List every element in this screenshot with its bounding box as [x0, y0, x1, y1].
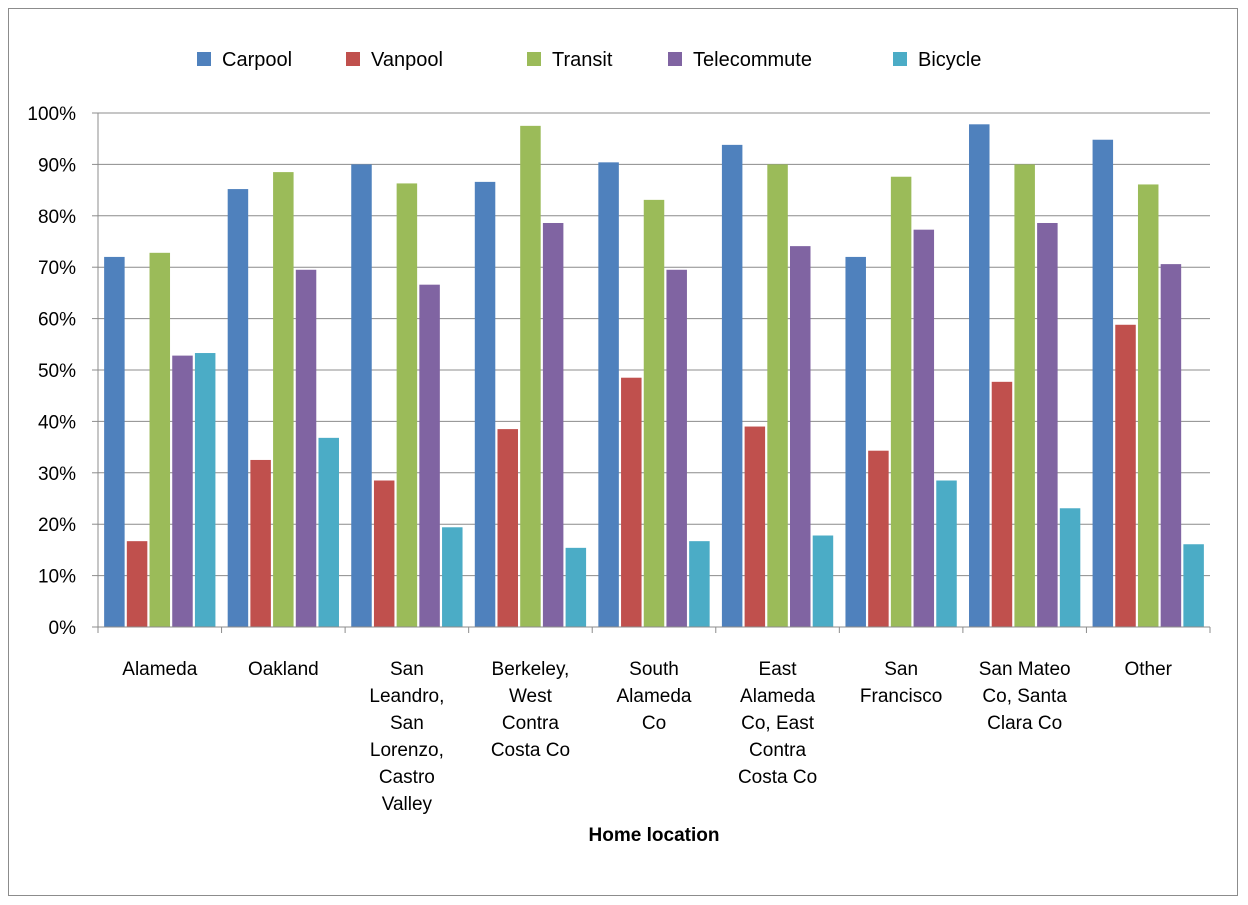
x-category-label: San Francisco: [860, 659, 942, 707]
bar-carpool: [845, 256, 866, 627]
bar-transit: [1014, 164, 1035, 627]
bar-vanpool: [373, 480, 395, 627]
bar-vanpool: [1115, 324, 1136, 627]
bar-transit: [396, 183, 418, 627]
bar-carpool: [1092, 139, 1114, 627]
legend-swatch-bicycle: [893, 52, 907, 66]
x-category-label: San Leandro, San Lorenzo, Castro Valley: [369, 659, 444, 815]
bar-vanpool: [991, 381, 1013, 627]
bar-carpool: [721, 144, 743, 628]
bar-telecommute: [419, 284, 440, 627]
bar-bicycle: [194, 353, 216, 627]
bar-carpool: [227, 189, 249, 627]
bar-bicycle: [442, 527, 463, 627]
bar-telecommute: [1160, 264, 1182, 627]
bar-telecommute: [295, 269, 317, 627]
bar-bicycle: [318, 437, 339, 627]
bar-telecommute: [666, 269, 687, 627]
bar-telecommute: [542, 222, 564, 627]
bar-telecommute: [913, 229, 935, 628]
bar-transit: [149, 252, 171, 628]
bar-vanpool: [497, 429, 518, 627]
bar-transit: [273, 172, 294, 628]
bar-transit: [890, 176, 912, 627]
bar-telecommute: [1037, 222, 1058, 627]
bar-carpool: [474, 181, 496, 627]
bar-carpool: [969, 124, 990, 628]
y-tick-label: 10%: [38, 567, 76, 588]
bar-transit: [767, 164, 788, 627]
legend-label-vanpool: Vanpool: [371, 49, 443, 71]
bar-transit: [520, 125, 541, 627]
x-category-label: Berkeley, West Contra Costa Co: [491, 659, 570, 761]
y-tick-label: 90%: [38, 155, 76, 176]
bar-transit: [643, 199, 665, 627]
bar-telecommute: [790, 246, 811, 627]
bar-carpool: [351, 164, 372, 627]
bar-bicycle: [1059, 508, 1081, 627]
y-tick-label: 0%: [49, 618, 77, 639]
bar-vanpool: [744, 426, 766, 627]
legend: Carpool Vanpool Transit Telecommute Bicycle: [197, 49, 981, 71]
axes: 0% 10% 20% 30% 40% 50% 60% 70% 80% 90% 100% Alameda…: [27, 104, 1211, 815]
bar-carpool: [104, 256, 125, 627]
y-tick-label: 100%: [27, 104, 76, 125]
bar-bicycle: [936, 480, 957, 627]
x-category-label: Alameda: [122, 659, 197, 680]
y-tick-label: 80%: [38, 207, 76, 228]
bar-vanpool: [126, 541, 148, 627]
legend-swatch-vanpool: [346, 52, 360, 66]
x-category-label: Other: [1124, 659, 1172, 680]
bar-vanpool: [621, 377, 642, 627]
legend-label-bicycle: Bicycle: [918, 49, 981, 71]
bar-bicycle: [812, 535, 834, 627]
x-axis-title: Home location: [589, 825, 720, 846]
bar-vanpool: [250, 459, 271, 627]
bar-bicycle: [689, 541, 710, 627]
x-category-label: East Alameda Co, East Contra Costa Co: [738, 659, 817, 788]
y-tick-label: 20%: [38, 515, 76, 536]
legend-label-transit: Transit: [552, 49, 613, 71]
y-tick-label: 70%: [38, 258, 76, 279]
legend-swatch-telecommute: [668, 52, 682, 66]
bar-carpool: [598, 162, 619, 627]
y-tick-label: 30%: [38, 464, 76, 485]
legend-label-telecommute: Telecommute: [693, 49, 812, 71]
bar-telecommute: [172, 355, 193, 627]
x-category-label: San Mateo Co, Santa Clara Co: [979, 659, 1071, 734]
x-category-label: Oakland: [248, 659, 319, 680]
bars: [104, 124, 1204, 628]
bar-bicycle: [565, 547, 587, 627]
legend-swatch-carpool: [197, 52, 211, 66]
y-tick-label: 60%: [38, 310, 76, 331]
legend-label-carpool: Carpool: [222, 49, 292, 71]
y-tick-label: 40%: [38, 412, 76, 433]
bar-bicycle: [1183, 544, 1204, 627]
y-tick-label: 50%: [38, 361, 76, 382]
bar-vanpool: [868, 450, 889, 627]
legend-swatch-transit: [527, 52, 541, 66]
bar-transit: [1137, 184, 1159, 628]
x-category-label: South Alameda Co: [617, 659, 692, 734]
